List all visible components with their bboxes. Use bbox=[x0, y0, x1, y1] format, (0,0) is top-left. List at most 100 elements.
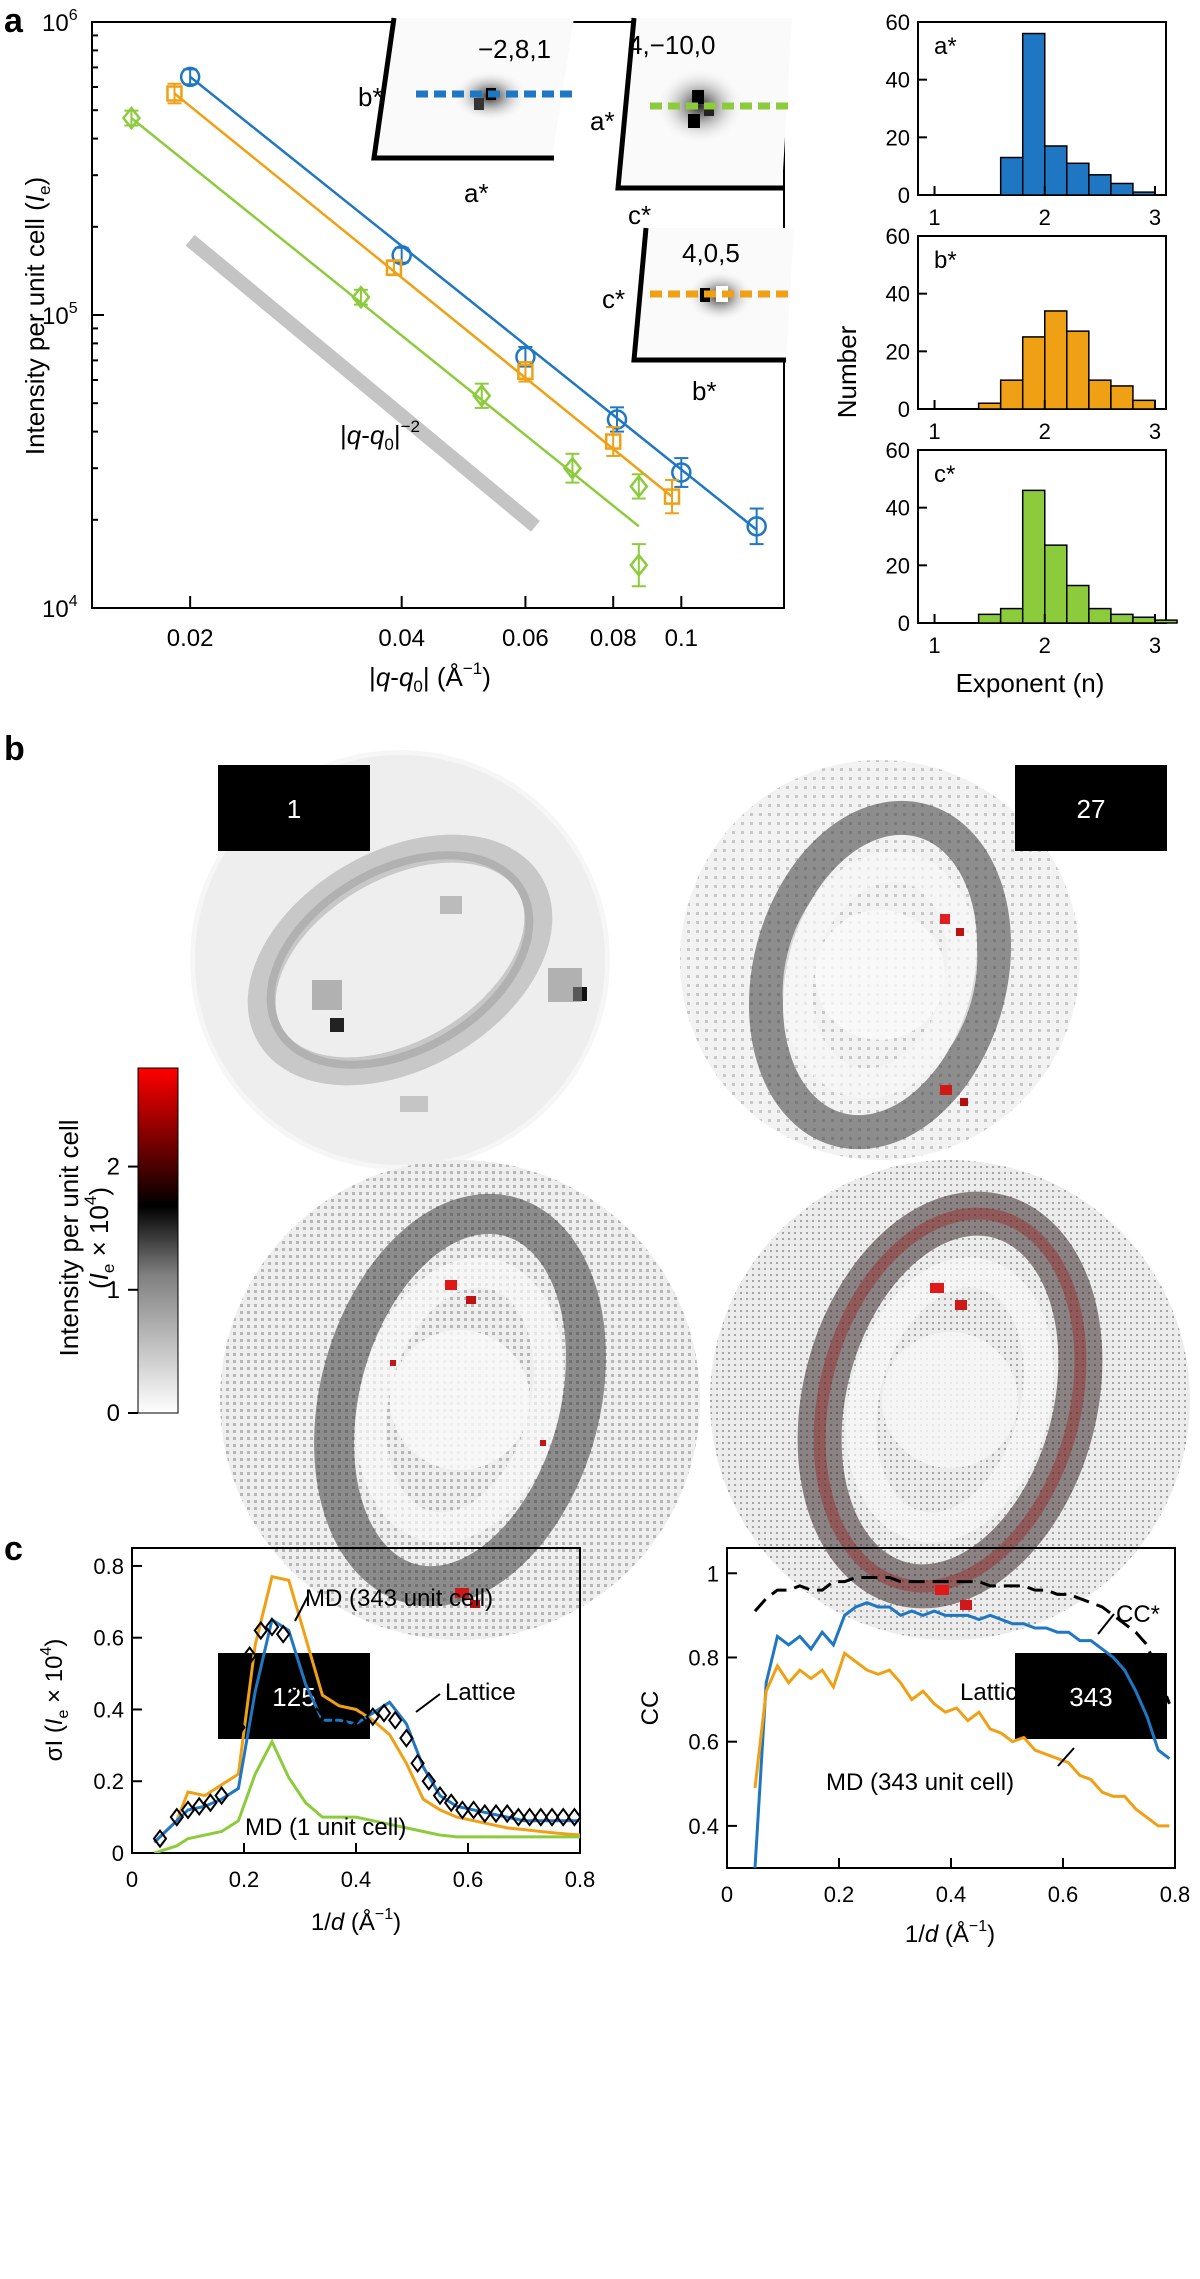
y-tick-label: 0.4 bbox=[688, 1814, 719, 1839]
data-point bbox=[517, 363, 534, 381]
data-point bbox=[663, 488, 681, 505]
x-tick-label: 0.04 bbox=[378, 625, 425, 652]
lattice-diamond-marker bbox=[343, 1710, 358, 1730]
y-tick-label: 1 bbox=[707, 1561, 719, 1586]
lattice-diamond-marker bbox=[298, 1706, 313, 1727]
diffraction-map-343 bbox=[710, 1160, 1190, 1640]
y-tick-label: 60 bbox=[886, 438, 910, 463]
lattice-diamond-marker bbox=[331, 1710, 347, 1730]
lattice-diamond-marker bbox=[399, 1728, 414, 1748]
data-point bbox=[179, 66, 201, 88]
x-tick-label: 0.8 bbox=[1160, 1882, 1191, 1907]
series-line-md_343 bbox=[753, 1650, 1170, 1828]
lattice-diamond-marker bbox=[309, 1706, 325, 1727]
reference-slope-band bbox=[185, 234, 540, 532]
lattice-diamond-marker bbox=[231, 1717, 246, 1738]
x-tick-label: 2 bbox=[1039, 633, 1051, 658]
histogram-series-label: b* bbox=[934, 247, 957, 274]
data-point bbox=[671, 462, 692, 483]
y-tick-label: 0 bbox=[898, 611, 910, 636]
lattice-diamond-marker bbox=[567, 1807, 580, 1827]
data-point bbox=[166, 85, 183, 102]
histogram-bar bbox=[1132, 399, 1156, 410]
histogram-bar bbox=[1154, 619, 1178, 624]
histogram-bar bbox=[1021, 489, 1046, 624]
lattice-diamond-marker bbox=[522, 1807, 537, 1827]
inset-reflection-2: 4,−10,0 a* c* bbox=[590, 17, 792, 230]
annotation-d-lattice: Lattice bbox=[960, 1679, 1031, 1706]
histogram-bar bbox=[1044, 310, 1068, 410]
x-tick-label: 0.6 bbox=[1048, 1882, 1079, 1907]
histogram-bar bbox=[1021, 336, 1046, 410]
y-tick-label: 0.4 bbox=[93, 1697, 124, 1722]
panel-label-a: a bbox=[4, 2, 24, 40]
y-tick-label: 20 bbox=[886, 339, 910, 364]
histogram-bar bbox=[1088, 379, 1112, 410]
lattice-diamond-marker bbox=[443, 1793, 459, 1813]
lattice-diamond-marker bbox=[180, 1800, 196, 1820]
panel-c-y-axis-label: σI (Ie × 104) bbox=[38, 1639, 72, 1762]
histogram-bar bbox=[1044, 145, 1068, 196]
x-tick-label: 0.6 bbox=[453, 1867, 484, 1892]
histogram-bar bbox=[1088, 174, 1112, 196]
panel-label-c: c bbox=[4, 1530, 23, 1568]
fit-line-c_star bbox=[130, 117, 640, 528]
colorbar-tick-label: 1 bbox=[107, 1277, 120, 1304]
lattice-diamond-marker bbox=[421, 1771, 437, 1791]
y-tick-label: 0.8 bbox=[93, 1554, 124, 1579]
data-point bbox=[604, 433, 622, 450]
lattice-diamond-marker bbox=[214, 1785, 229, 1806]
x-tick-label: 1 bbox=[928, 419, 940, 444]
histogram-y-axis-label: Number bbox=[832, 325, 862, 418]
histogram-bar bbox=[1021, 32, 1046, 196]
panel-d-y-axis-label: CC bbox=[637, 1691, 664, 1726]
map-label-27: 27 bbox=[1077, 794, 1106, 824]
histogram-bar bbox=[999, 156, 1024, 196]
inset-3-axis-bottom: b* bbox=[692, 376, 717, 406]
x-tick-label: 0.08 bbox=[590, 625, 637, 652]
histogram-bar bbox=[977, 613, 1002, 624]
histogram-bar bbox=[1044, 544, 1068, 624]
lattice-diamond-marker bbox=[320, 1710, 336, 1730]
x-tick-label: 0.02 bbox=[167, 625, 214, 652]
lattice-diamond-marker bbox=[499, 1803, 515, 1824]
x-tick-label: 2 bbox=[1039, 205, 1051, 230]
colorbar-tick-label: 2 bbox=[107, 1154, 120, 1181]
x-tick-label: 0 bbox=[721, 1882, 733, 1907]
panel-c-x-axis-label: 1/d (Å−1) bbox=[311, 1906, 401, 1936]
lattice-diamond-marker bbox=[555, 1807, 571, 1827]
data-point bbox=[472, 383, 492, 408]
histogram-bar bbox=[1088, 607, 1112, 624]
lattice-diamond-marker bbox=[287, 1674, 302, 1695]
inset-reflection-3: 4,0,5 c* b* bbox=[602, 227, 794, 406]
panel-a-main-plot: 0.02 0.04 0.06 0.08 0.1 104 105 106 |q-q0|−2 −2… bbox=[20, 7, 794, 696]
lattice-diamond-marker bbox=[544, 1807, 560, 1827]
y-tick-label: 60 bbox=[886, 10, 910, 35]
fit-line-b_star bbox=[173, 92, 673, 498]
diffraction-map-1 bbox=[190, 750, 610, 1170]
histogram-series-label: c* bbox=[934, 461, 955, 488]
reference-slope-label: |q-q0|−2 bbox=[340, 417, 420, 454]
y-tick-label: 104 bbox=[42, 593, 78, 623]
inset-1-axis-left: b* bbox=[358, 82, 383, 112]
lattice-diamond-marker bbox=[169, 1807, 185, 1827]
y-tick-label: 0.6 bbox=[688, 1730, 719, 1755]
histogram-bar bbox=[1066, 330, 1090, 410]
histogram-bar bbox=[1066, 162, 1090, 196]
data-point bbox=[629, 553, 649, 578]
panel-d-plot: 0 0.2 0.4 0.6 0.8 0.4 0.6 0.8 1 CC* Lattice MD (… bbox=[637, 1547, 1191, 1948]
x-tick-label: 3 bbox=[1149, 205, 1161, 230]
lattice-diamond-marker bbox=[533, 1807, 549, 1827]
data-point bbox=[606, 409, 628, 430]
y-tick-label: 40 bbox=[886, 496, 910, 521]
y-tick-label: 0.6 bbox=[93, 1626, 124, 1651]
data-point bbox=[351, 285, 371, 310]
histogram-bar bbox=[1132, 191, 1156, 196]
histogram-series-label: a* bbox=[934, 33, 957, 60]
annotation-md-1: MD (1 unit cell) bbox=[245, 1814, 406, 1841]
data-point bbox=[385, 259, 403, 276]
colorbar-label-line-2: (Ie × 104) bbox=[81, 1187, 118, 1289]
lattice-diamond-marker bbox=[264, 1617, 280, 1637]
